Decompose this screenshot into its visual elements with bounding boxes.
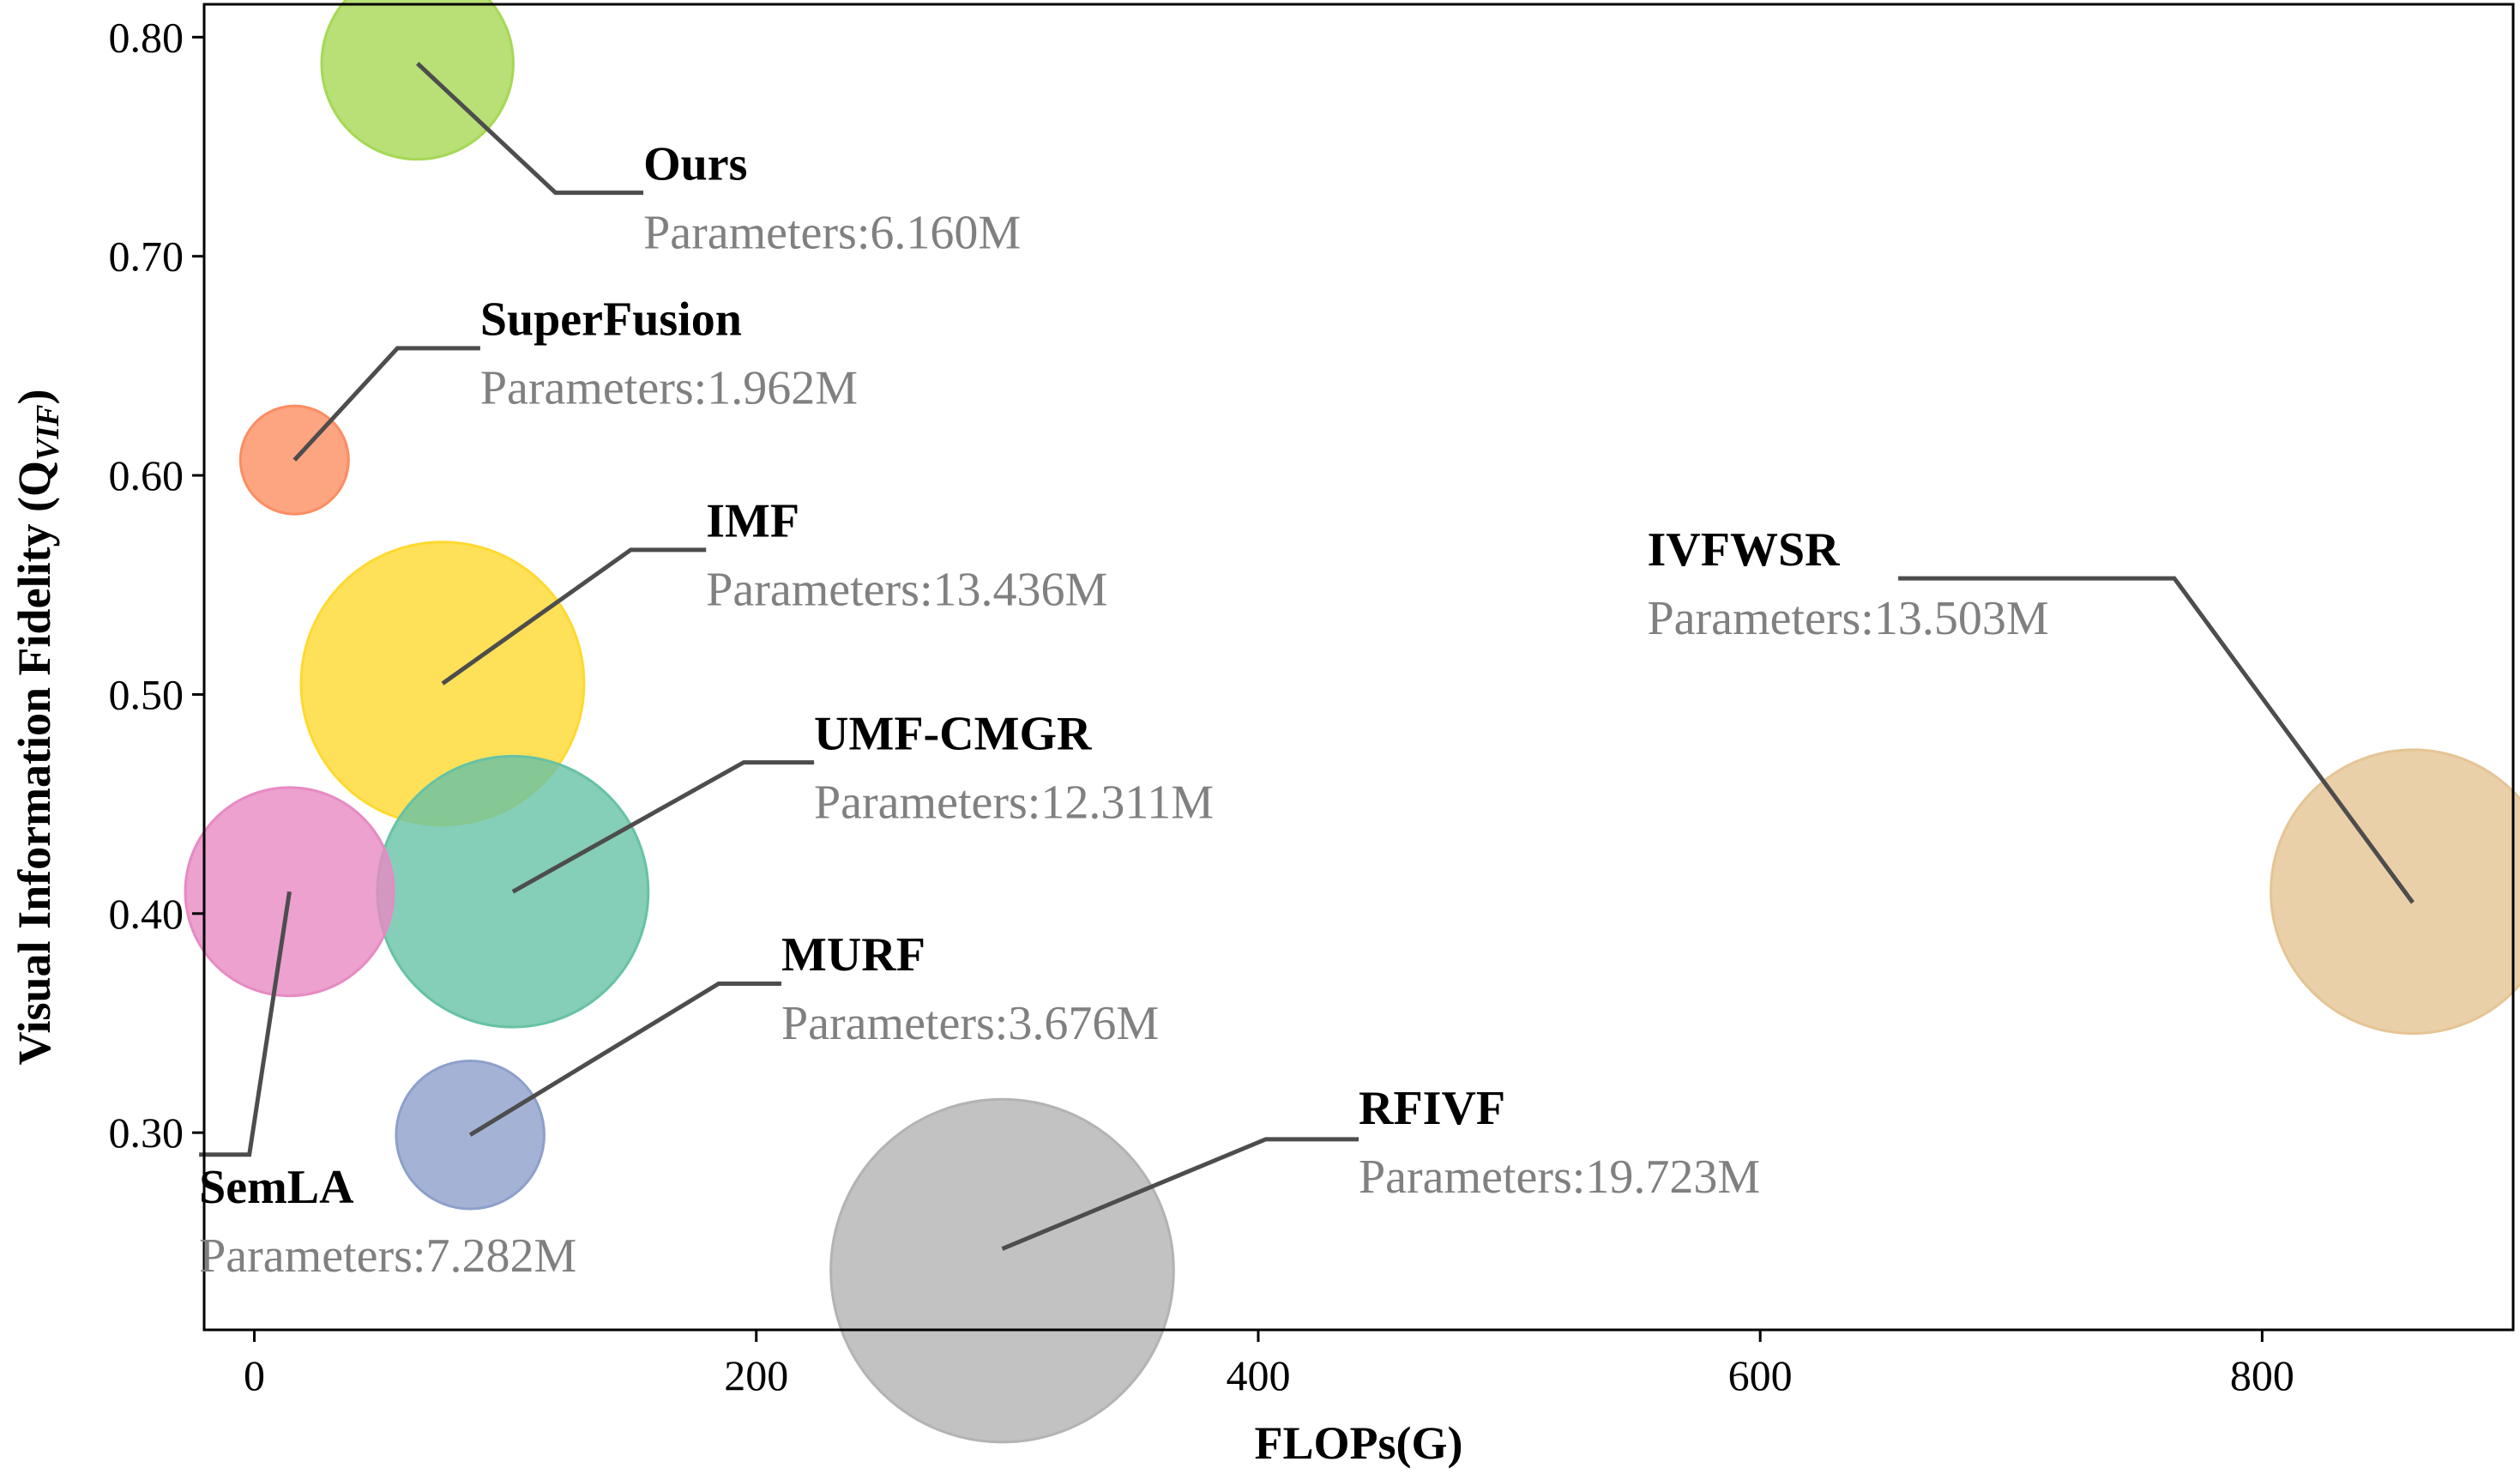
params-imf: Parameters:13.436M [706,564,1107,617]
params-rfivf: Parameters:19.723M [1359,1151,1760,1204]
y-tick-label: 0.40 [109,890,184,938]
y-tick-label: 0.60 [109,451,184,499]
bubble-ours [320,0,515,161]
params-murf: Parameters:3.676M [781,997,1159,1050]
y-axis-label: Visual Information Fidelity (QVIF) [9,390,66,1066]
bubbles-layer [184,0,2520,1444]
label-superfusion: SuperFusion [480,293,742,347]
leader-line-superfusion [292,346,480,462]
x-axis-label: FLOPs(G) [1255,1417,1463,1469]
params-semla: Parameters:7.282M [199,1229,576,1283]
leader-line-murf [468,982,781,1137]
leader-line-imf [441,547,707,686]
leader-line-ours [416,62,644,196]
label-semla: SemLA [199,1161,354,1214]
x-tick-label: 800 [2230,1351,2294,1399]
y-axis-label-close: ) [9,390,60,405]
label-ours: Ours [643,137,747,190]
y-tick-label: 0.80 [109,13,184,61]
bubble-ivfwsr [2270,748,2520,1036]
x-tick-label: 600 [1728,1351,1793,1399]
x-tick-label: 400 [1226,1351,1290,1399]
y-tick-label: 0.50 [109,670,184,718]
y-tick-label: 0.30 [109,1108,184,1157]
params-ours: Parameters:6.160M [643,206,1021,259]
x-tick-label: 200 [724,1351,788,1399]
params-superfusion: Parameters:1.962M [480,362,858,415]
bubble-rfivf [829,1097,1175,1444]
y-tick-label: 0.70 [109,233,184,281]
leader-line-rfivf [1001,1137,1359,1251]
point-labels-layer: Ours Parameters:6.160M SuperFusion Paramete… [199,137,2048,1283]
params-ivfwsr: Parameters:13.503M [1648,592,2049,645]
plot-frame [202,3,2515,1332]
label-imf: IMF [706,495,799,548]
y-axis-label-subscript: VIF [30,404,66,460]
label-murf: MURF [781,928,925,982]
y-axis-label-main: Visual Information Fidelity (Q [9,461,60,1066]
label-rfivf: RFIVF [1359,1082,1505,1135]
y-axis-ticks: 0.30 0.40 0.50 0.60 0.70 0.80 [109,13,204,1157]
leader-line-semla [199,891,292,1157]
label-ivfwsr: IVFWSR [1648,523,1841,577]
x-axis-ticks: 0 200 400 600 800 [244,1330,2294,1399]
x-tick-label: 0 [244,1351,265,1399]
leader-lines-layer [199,62,2414,1251]
params-umf-cmgr: Parameters:12.311M [814,776,1214,829]
leader-line-umf-cmgr [511,760,815,894]
label-umf-cmgr: UMF-CMGR [814,707,1092,760]
leader-line-ivfwsr [1898,576,2414,904]
